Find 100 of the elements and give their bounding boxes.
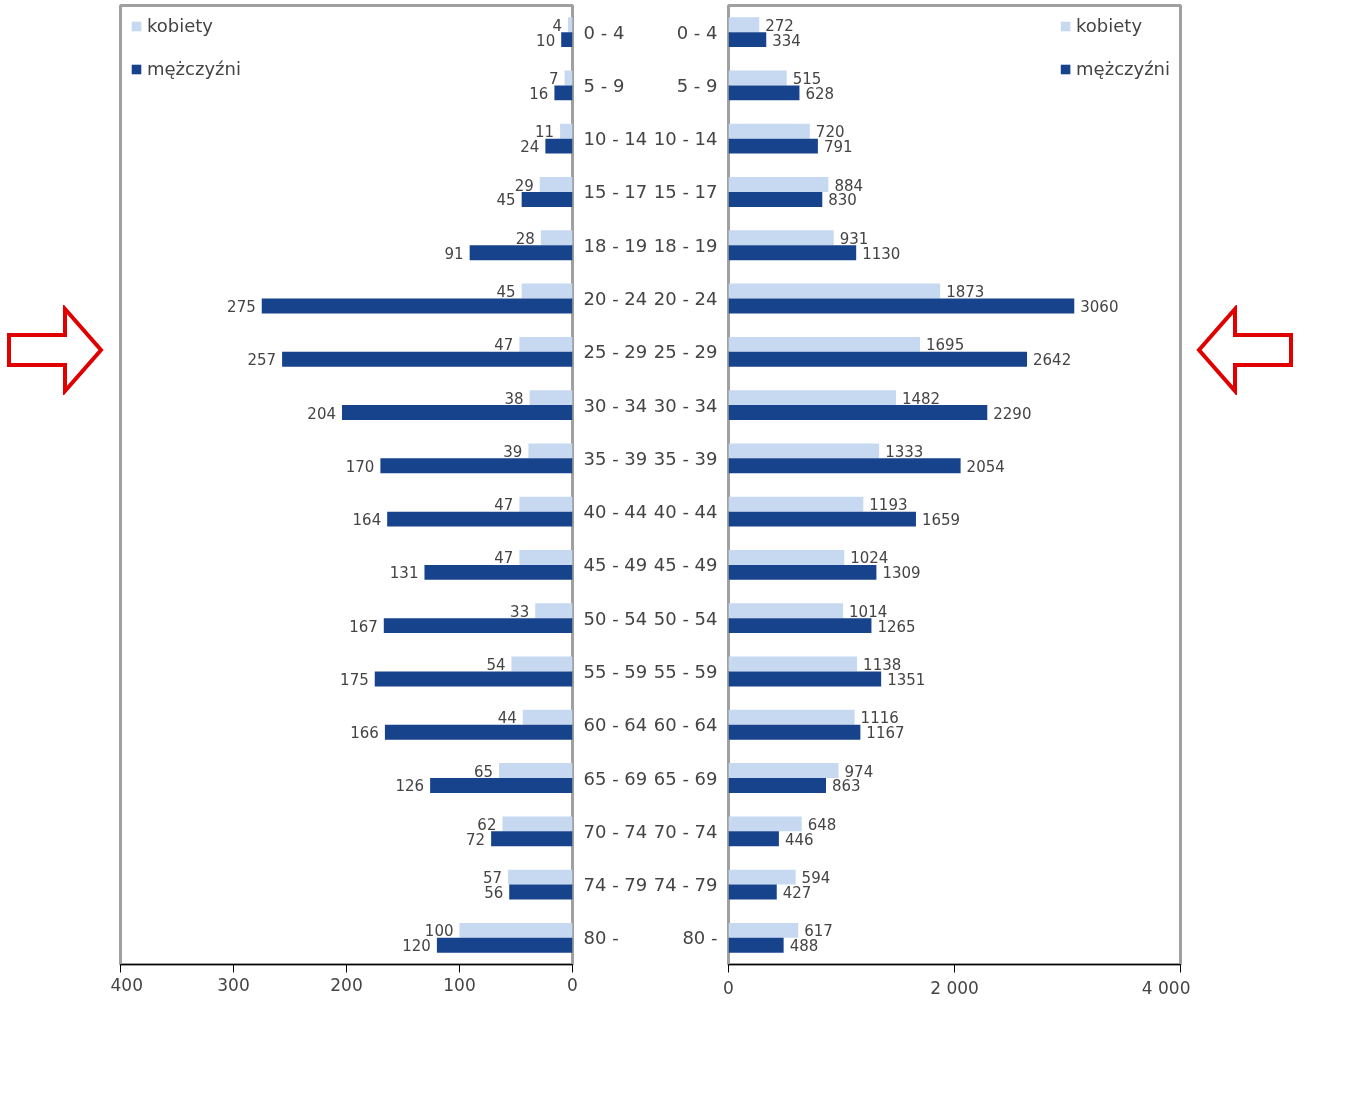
legend-label: mężczyźni <box>147 58 241 79</box>
x-tick-label: 4 000 <box>1141 977 1191 998</box>
bar <box>509 884 573 900</box>
bar <box>261 298 573 314</box>
bar <box>384 724 573 740</box>
y-tick-label: 40 - 44 <box>653 501 718 523</box>
y-tick-label: 60 - 64 <box>583 714 648 736</box>
data-label: 1167 <box>866 724 905 743</box>
y-tick-label: 20 - 24 <box>653 288 718 310</box>
y-tick-label: 0 - 4 <box>676 21 718 43</box>
x-tick-label: 2 000 <box>930 977 979 998</box>
y-tick-label: 30 - 34 <box>583 394 648 416</box>
data-label: 1482 <box>901 389 941 408</box>
y-tick-label: 30 - 34 <box>653 394 718 416</box>
bar <box>491 831 573 847</box>
data-label: 2642 <box>1033 351 1072 370</box>
y-tick-label: 45 - 49 <box>653 554 718 576</box>
bar <box>554 85 573 101</box>
y-tick-label: 45 - 49 <box>583 554 648 576</box>
x-tick-label: 400 <box>110 974 143 995</box>
x-tick-label: 0 <box>723 977 734 998</box>
y-tick-label: 50 - 54 <box>653 607 718 629</box>
bar <box>374 671 573 687</box>
y-tick-label: 50 - 54 <box>583 607 648 629</box>
y-tick-label: 15 - 17 <box>653 181 718 203</box>
data-label: 1873 <box>946 283 985 302</box>
data-label: 170 <box>345 457 375 476</box>
data-label: 33 <box>510 602 530 621</box>
x-tick-label: 300 <box>217 974 250 995</box>
bar <box>529 390 573 406</box>
data-label: 791 <box>823 138 853 157</box>
data-label: 16 <box>529 84 549 103</box>
y-tick-label: 55 - 59 <box>583 660 648 682</box>
x-tick-label: 100 <box>443 974 476 995</box>
bar <box>519 550 573 565</box>
data-label: 164 <box>352 511 382 530</box>
bar <box>469 245 573 261</box>
y-tick-label: 35 - 39 <box>583 447 648 469</box>
data-label: 257 <box>247 351 277 370</box>
data-label: 126 <box>395 777 425 796</box>
data-label: 275 <box>227 297 256 316</box>
y-tick-label: 40 - 44 <box>583 501 648 523</box>
bar <box>519 336 573 352</box>
data-label: 47 <box>494 549 514 568</box>
y-tick-label: 15 - 17 <box>583 181 648 203</box>
bar <box>511 656 573 672</box>
data-label: 167 <box>349 617 378 636</box>
y-tick-label: 65 - 69 <box>653 767 718 789</box>
data-label: 204 <box>307 404 336 423</box>
y-tick-label: 74 - 79 <box>653 874 718 896</box>
data-label: 44 <box>497 709 517 728</box>
bar <box>540 230 573 246</box>
data-label: 28 <box>515 229 535 248</box>
bar <box>424 564 573 580</box>
data-label: 2054 <box>966 457 1005 476</box>
data-label: 91 <box>444 244 464 263</box>
x-tick-label: 0 <box>567 974 578 995</box>
y-tick-label: 20 - 24 <box>583 288 648 310</box>
data-label: 39 <box>503 442 523 461</box>
bar <box>282 351 573 367</box>
data-label: 65 <box>473 762 494 781</box>
bar <box>545 138 573 154</box>
data-label: 47 <box>494 496 514 515</box>
bar <box>528 443 573 459</box>
data-label: 3060 <box>1080 297 1119 316</box>
y-tick-label: 10 - 14 <box>583 128 648 150</box>
data-label: 427 <box>782 884 812 903</box>
y-tick-label: 70 - 74 <box>583 820 648 842</box>
data-label: 488 <box>789 937 819 956</box>
bar <box>522 709 573 725</box>
y-tick-label: 80 - <box>583 927 619 949</box>
data-label: 175 <box>340 670 369 689</box>
bar <box>521 283 573 299</box>
bar <box>521 191 573 207</box>
legend-label: kobiety <box>147 15 214 36</box>
y-tick-label: 0 - 4 <box>583 21 625 43</box>
y-tick-label: 70 - 74 <box>653 820 718 842</box>
bar <box>383 618 573 634</box>
bar <box>430 778 573 793</box>
data-label: 2290 <box>993 404 1032 423</box>
bar <box>459 922 573 938</box>
bar <box>535 603 573 619</box>
bar <box>539 177 573 192</box>
data-label: 56 <box>484 884 504 903</box>
bar <box>387 511 573 527</box>
data-label: 1695 <box>926 336 965 355</box>
y-tick-label: 55 - 59 <box>653 660 718 682</box>
bar <box>508 869 573 885</box>
data-label: 1193 <box>869 496 908 515</box>
data-label: 830 <box>828 191 857 210</box>
y-tick-label: 25 - 29 <box>583 341 648 363</box>
data-label: 863 <box>832 777 861 796</box>
legend-label: mężczyźni <box>1076 58 1170 79</box>
legend-label: kobiety <box>1076 15 1143 36</box>
data-label: 131 <box>389 564 419 583</box>
y-tick-label: 74 - 79 <box>583 874 648 896</box>
y-tick-label: 35 - 39 <box>653 447 718 469</box>
data-label: 24 <box>520 138 540 157</box>
data-label: 1659 <box>921 511 961 530</box>
data-label: 7 <box>549 69 559 88</box>
